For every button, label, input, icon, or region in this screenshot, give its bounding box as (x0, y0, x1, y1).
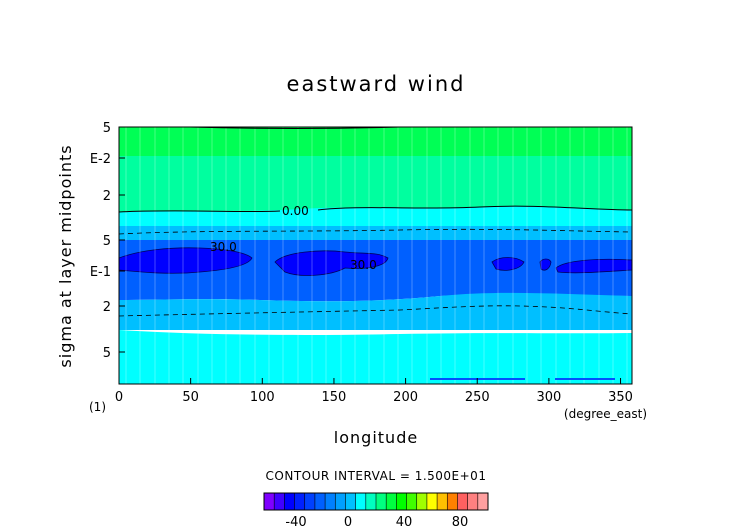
x-tick-label: 100 (250, 390, 275, 405)
contour-dashed-upper (119, 228, 632, 235)
contour-label-30-central: 30.0 (350, 258, 377, 272)
contour-label-30-west: 30.0 (210, 240, 237, 254)
page-marker: (1) (89, 400, 106, 414)
x-tick-label: 350 (608, 390, 633, 405)
colorbar-swatch (355, 493, 367, 510)
colorbar-swatch (314, 493, 326, 510)
colorbar-swatch (457, 493, 468, 510)
y-tick-label: 2 (103, 300, 111, 315)
colorbar-swatch (335, 493, 346, 510)
contour-line-top (189, 127, 401, 129)
plot-frame (118, 126, 633, 385)
colorbar-swatch (467, 493, 479, 510)
colorbar (263, 492, 489, 511)
colorbar-swatch (294, 493, 306, 510)
colorbar-swatch (284, 493, 295, 510)
x-tick-label: 200 (393, 390, 418, 405)
band-sky-blue-upper (119, 226, 632, 240)
y-axis-label: sigma at layer midpoints (56, 144, 75, 367)
plot-area: 0.00 30.0 30.0 (118, 126, 633, 385)
band-blue-lower (119, 292, 632, 330)
jet-core-east-1 (491, 257, 525, 271)
x-axis-label: longitude (334, 428, 418, 447)
colorbar-swatch (264, 493, 275, 510)
chart-title: eastward wind (287, 72, 466, 96)
x-tick-label: 250 (465, 390, 490, 405)
colorbar-frame (263, 492, 489, 511)
x-tick-label: 0 (115, 390, 123, 405)
jet-core-central (274, 250, 389, 276)
colorbar-swatch (396, 493, 407, 510)
colorbar-swatch (426, 493, 438, 510)
jet-core-west (119, 247, 253, 274)
band-light-green (119, 156, 632, 214)
colorbar-tick-label: -40 (285, 515, 306, 530)
colorbar-tick-label: 0 (344, 515, 352, 530)
colorbar-labels: -40 0 40 80 (285, 515, 468, 530)
jet-core-east-2 (539, 258, 552, 271)
contour-interval: CONTOUR INTERVAL = 1.500E+01 (266, 469, 487, 483)
colorbar-swatch (345, 493, 356, 510)
contour-dashed-lower (119, 305, 632, 317)
band-cyan-lower (119, 330, 632, 384)
contour-label-zero: 0.00 (282, 204, 309, 218)
x-tick-label: 50 (182, 390, 199, 405)
y-tick-label: 5 (103, 121, 111, 136)
jet-core-east-3 (555, 258, 632, 274)
colorbar-swatch (416, 493, 428, 510)
y-tick-label: E-1 (90, 265, 111, 280)
colorbar-swatch (376, 493, 387, 510)
band-green-top (119, 127, 632, 157)
x-axis: 0 50 100 150 200 250 300 350 (115, 378, 633, 405)
x-tick-label: 300 (536, 390, 561, 405)
colorbar-swatch (304, 493, 316, 510)
contour-line-zero (119, 205, 632, 213)
colorbar-swatch (437, 493, 448, 510)
y-tick-label: 2 (103, 189, 111, 204)
colorbar-swatch (274, 493, 285, 510)
colorbar-swatch (447, 493, 458, 510)
vertical-grid (125, 127, 628, 384)
colorbar-swatch (477, 493, 489, 510)
y-axis: 5 E-2 2 5 E-1 2 5 (90, 121, 125, 361)
y-tick-label: 5 (103, 346, 111, 361)
colorbar-swatch (365, 493, 377, 510)
colorbar-swatch (406, 493, 418, 510)
colorbar-tick-label: 80 (452, 515, 469, 530)
y-tick-label: E-2 (90, 152, 111, 167)
colorbar-tick-label: 40 (396, 515, 413, 530)
x-axis-unit: (degree_east) (564, 407, 647, 421)
x-tick-label: 150 (322, 390, 347, 405)
colorbar-swatch (325, 493, 336, 510)
colorbar-swatch (386, 493, 397, 510)
jet-core-regions (119, 247, 632, 276)
y-tick-label: 5 (103, 234, 111, 249)
